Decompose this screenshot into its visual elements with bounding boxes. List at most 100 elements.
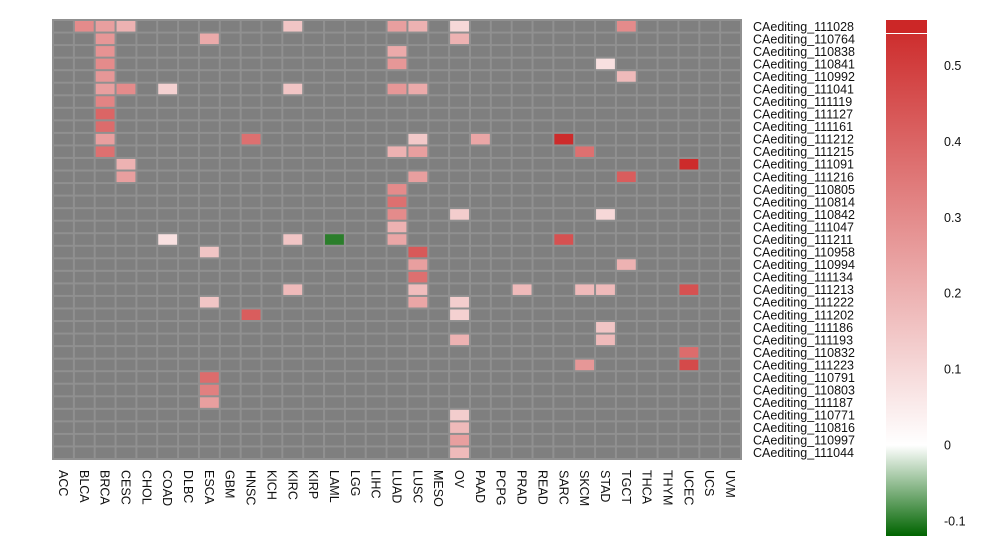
heatmap-cell-empty <box>283 58 303 70</box>
heatmap-cell-empty <box>325 121 344 132</box>
heatmap-cell-empty <box>470 434 490 446</box>
heatmap-cell-empty <box>679 196 699 208</box>
heatmap-cell-empty <box>491 71 511 82</box>
heatmap-cell-empty <box>325 21 344 32</box>
heatmap-cell-empty <box>429 46 449 57</box>
heatmap-cell-empty <box>470 347 490 358</box>
heatmap-cell-empty <box>721 234 740 245</box>
heatmap-cell-empty <box>533 246 553 258</box>
heatmap-cell-empty <box>700 184 720 195</box>
heatmap-cell-empty <box>596 171 615 183</box>
heatmap-cell-empty <box>596 259 615 270</box>
heatmap-cell-empty <box>158 209 178 220</box>
heatmap-cell-empty <box>700 46 720 57</box>
heatmap-cell-empty <box>721 434 740 446</box>
heatmap-cell-empty <box>137 296 157 308</box>
heatmap-cell-empty <box>533 158 553 170</box>
heatmap-cell-empty <box>366 46 386 57</box>
heatmap-cell-empty <box>241 384 261 396</box>
heatmap-cell-empty <box>575 83 595 95</box>
heatmap-cell-empty <box>95 397 115 408</box>
heatmap-cell-empty <box>637 184 657 195</box>
heatmap-cell-empty <box>158 434 178 446</box>
heatmap-cell-empty <box>54 221 73 233</box>
heatmap-cell-empty <box>241 83 261 95</box>
heatmap-cell-empty <box>533 108 553 120</box>
heatmap-cell-empty <box>366 409 386 421</box>
heatmap-cell-empty <box>220 447 240 458</box>
heatmap-cell-empty <box>637 108 657 120</box>
heatmap-cell-empty <box>658 171 678 183</box>
heatmap-cell-empty <box>700 221 720 233</box>
heatmap-cell-empty <box>637 133 657 145</box>
heatmap-cell-empty <box>158 296 178 308</box>
heatmap-cell-empty <box>429 96 449 107</box>
heatmap-cell-empty <box>637 146 657 157</box>
heatmap-cell-empty <box>54 372 73 383</box>
heatmap-cell-empty <box>137 372 157 383</box>
heatmap-cell-empty <box>554 334 574 346</box>
heatmap-cell-empty <box>575 133 595 145</box>
heatmap-cell-empty <box>220 372 240 383</box>
heatmap-cell-empty <box>366 96 386 107</box>
heatmap-cell-empty <box>700 121 720 132</box>
column-label: PCPG <box>494 470 508 505</box>
heatmap-cell-empty <box>220 121 240 132</box>
heatmap-cell-empty <box>408 359 428 371</box>
heatmap-cell-empty <box>74 108 94 120</box>
heatmap-cell-empty <box>658 309 678 321</box>
heatmap-cell-empty <box>345 384 365 396</box>
heatmap-cell-empty <box>679 334 699 346</box>
heatmap-cell-empty <box>325 397 344 408</box>
heatmap-cell-empty <box>616 409 636 421</box>
heatmap-cell-empty <box>596 121 615 132</box>
row-label: CAediting_110805 <box>753 183 855 197</box>
heatmap-cell-empty <box>491 422 511 433</box>
heatmap-cell-empty <box>616 133 636 145</box>
heatmap-cell-empty <box>54 259 73 270</box>
heatmap-cell-empty <box>700 108 720 120</box>
heatmap-cell-empty <box>387 409 407 421</box>
heatmap-cell-empty <box>345 284 365 295</box>
heatmap-cell-empty <box>575 434 595 446</box>
column-label: CESC <box>118 470 132 505</box>
heatmap-cell-empty <box>679 259 699 270</box>
heatmap-cell-empty <box>179 271 198 283</box>
heatmap-cell-empty <box>575 221 595 233</box>
column-label: ESCA <box>202 470 216 505</box>
heatmap-cell-empty <box>470 309 490 321</box>
heatmap-cell-empty <box>721 209 740 220</box>
heatmap-cell-empty <box>345 184 365 195</box>
heatmap-cell-empty <box>679 58 699 70</box>
heatmap-cell-empty <box>533 21 553 32</box>
heatmap-cell-empty <box>700 296 720 308</box>
heatmap-cell-empty <box>658 158 678 170</box>
heatmap-cell-empty <box>325 447 344 458</box>
heatmap-cell-empty <box>283 447 303 458</box>
heatmap-cell-empty <box>616 83 636 95</box>
heatmap-cell-empty <box>179 171 198 183</box>
heatmap-cell-empty <box>616 359 636 371</box>
heatmap-cell-empty <box>325 96 344 107</box>
heatmap-cell-empty <box>54 83 73 95</box>
heatmap-cell-empty <box>721 397 740 408</box>
heatmap-cell-empty <box>158 21 178 32</box>
heatmap-cell-empty <box>679 83 699 95</box>
heatmap-cell <box>596 334 615 346</box>
heatmap-cell-empty <box>450 196 469 208</box>
colorbar-tick-label: 0 <box>944 438 951 452</box>
heatmap-cell-empty <box>179 359 198 371</box>
heatmap-cell-empty <box>721 409 740 421</box>
heatmap-cell-empty <box>137 397 157 408</box>
heatmap-cell-empty <box>137 71 157 82</box>
heatmap-cell-empty <box>721 259 740 270</box>
heatmap-cell-empty <box>637 246 657 258</box>
heatmap-cell-empty <box>325 209 344 220</box>
colorbar-legend: 0.5 0.4 0.3 0.2 0.1 0 -0.1 <box>886 20 966 536</box>
heatmap-cell-empty <box>137 184 157 195</box>
heatmap-cell-empty <box>74 96 94 107</box>
heatmap-cell-empty <box>241 96 261 107</box>
heatmap-cell-empty <box>429 284 449 295</box>
heatmap-cell-empty <box>179 397 198 408</box>
heatmap-cell-empty <box>345 196 365 208</box>
